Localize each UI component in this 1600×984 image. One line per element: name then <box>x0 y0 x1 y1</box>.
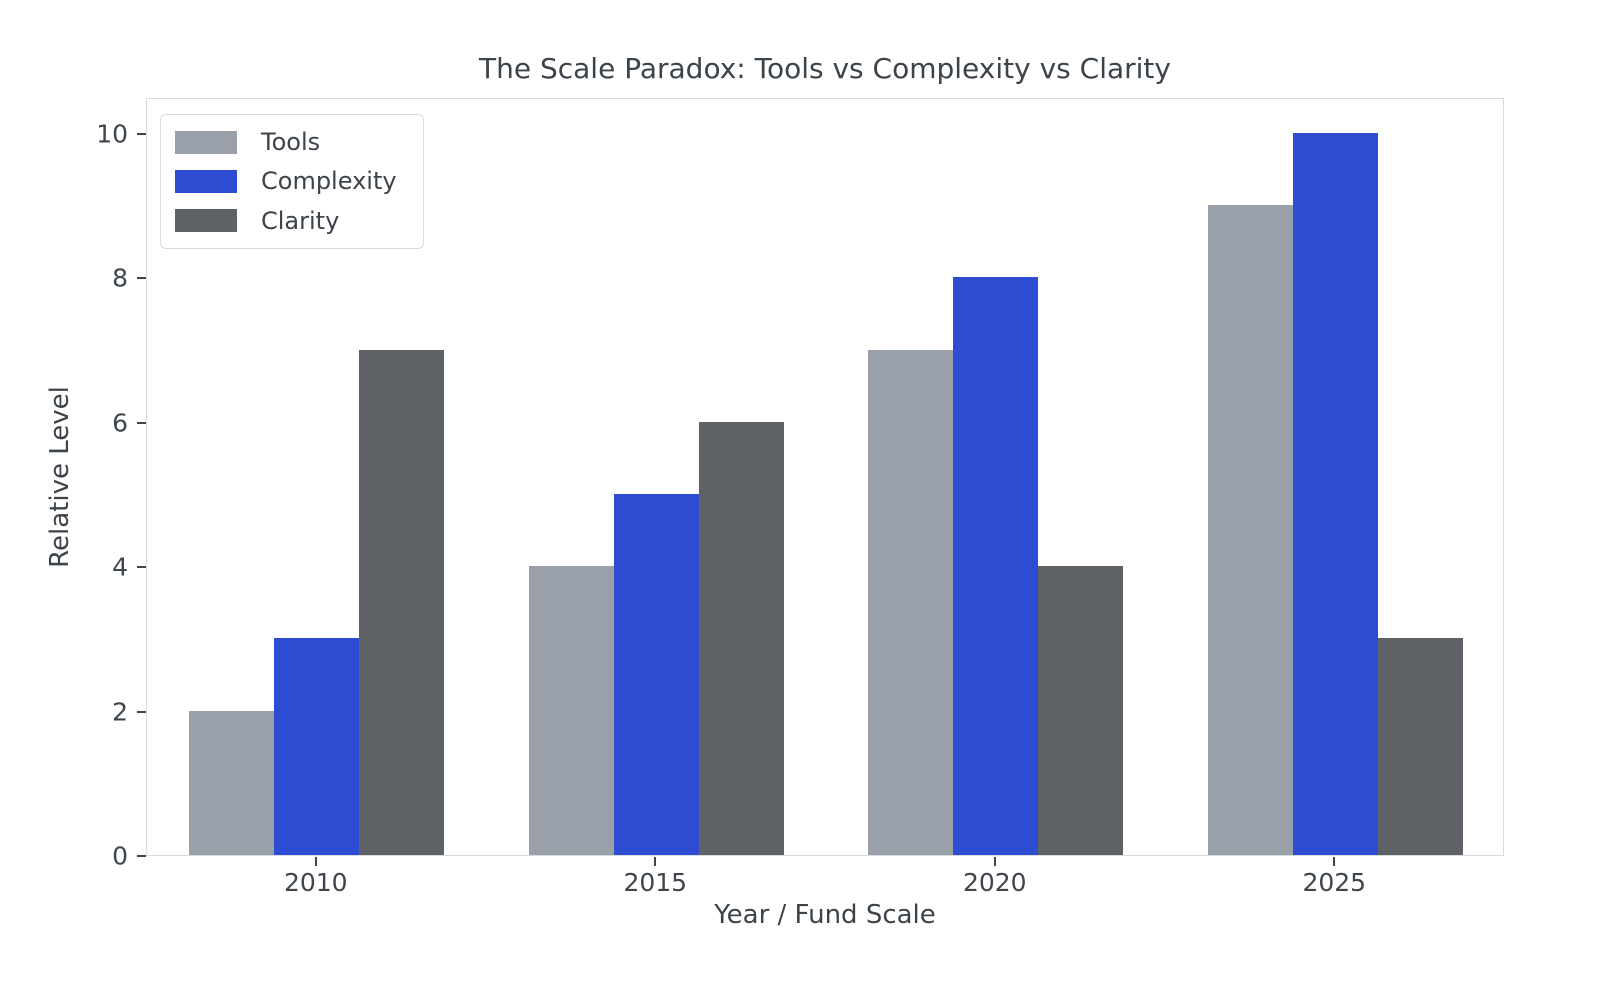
y-tick-mark <box>137 710 146 713</box>
y-tick-label: 4 <box>112 552 128 582</box>
bar-tools-2020 <box>868 349 954 855</box>
legend-label: Clarity <box>261 206 340 235</box>
legend-row-complexity: Complexity <box>175 167 397 196</box>
bar-clarity-2025 <box>1377 638 1463 855</box>
legend-label: Tools <box>261 128 321 156</box>
x-tick-label: 2010 <box>283 868 348 897</box>
legend-swatch-icon <box>175 130 237 154</box>
plot-area: Tools Complexity Clarity <box>146 98 1504 856</box>
bar-clarity-2015 <box>698 421 784 855</box>
bar-complexity-2015 <box>613 494 699 855</box>
legend-row-tools: Tools <box>175 129 397 155</box>
x-tick-mark <box>1333 857 1336 866</box>
x-axis-label: Year / Fund Scale <box>714 900 936 930</box>
x-tick-label: 2025 <box>1302 868 1367 897</box>
x-tick-mark <box>654 857 657 866</box>
bar-tools-2025 <box>1207 205 1293 855</box>
bar-complexity-2025 <box>1292 133 1378 855</box>
bar-complexity-2010 <box>274 638 360 855</box>
legend-swatch-icon <box>175 170 237 194</box>
y-tick-mark <box>137 421 146 424</box>
bar-clarity-2020 <box>1038 566 1124 855</box>
legend: Tools Complexity Clarity <box>160 114 424 250</box>
legend-label: Complexity <box>261 167 397 196</box>
y-tick-label: 2 <box>112 697 128 727</box>
x-tick-mark <box>314 857 317 866</box>
y-tick-label: 10 <box>96 119 128 149</box>
bar-tools-2015 <box>528 566 614 855</box>
legend-row-clarity: Clarity <box>175 206 397 235</box>
y-tick-label: 0 <box>112 841 128 871</box>
y-tick-mark <box>137 566 146 569</box>
y-tick-mark <box>137 277 146 280</box>
y-tick-mark <box>137 133 146 136</box>
x-tick-label: 2015 <box>623 868 688 897</box>
x-tick-mark <box>993 857 996 866</box>
y-tick-label: 6 <box>112 408 128 438</box>
legend-swatch-icon <box>175 209 237 233</box>
bar-clarity-2010 <box>359 349 445 855</box>
bar-tools-2010 <box>189 710 275 855</box>
x-tick-label: 2020 <box>962 868 1027 897</box>
bar-complexity-2020 <box>953 277 1039 855</box>
chart-title: The Scale Paradox: Tools vs Complexity v… <box>479 52 1171 85</box>
y-tick-label: 8 <box>112 263 128 293</box>
y-tick-mark <box>137 855 146 857</box>
